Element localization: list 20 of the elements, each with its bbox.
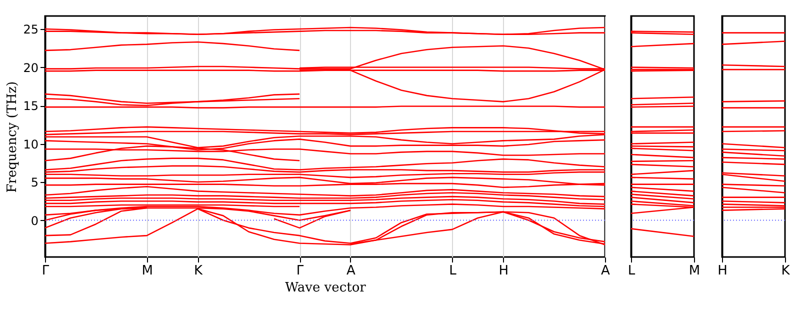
y-tick-label: 25 — [23, 22, 38, 37]
y-axis-title: Frequency (THz) — [5, 81, 20, 193]
x-tick-label: M — [688, 264, 700, 278]
x-tick-label: L — [449, 264, 458, 278]
x-tick-label: Γ — [296, 264, 304, 278]
x-tick-label: K — [781, 264, 790, 278]
y-tick-label: 5 — [30, 176, 38, 190]
x-tick-label: H — [718, 264, 728, 278]
y-tick-label: 0 — [30, 214, 38, 228]
x-tick-label: Γ — [42, 264, 50, 278]
x-tick-label: K — [194, 264, 203, 278]
x-tick-label: M — [142, 264, 153, 278]
x-axis-title: Wave vector — [285, 280, 367, 296]
y-tick-label: 15 — [23, 99, 38, 114]
x-tick-label: A — [601, 264, 610, 278]
y-tick-label: 10 — [23, 137, 38, 152]
x-tick-label: L — [628, 264, 636, 278]
y-tick-label: 20 — [23, 60, 38, 75]
x-tick-label: A — [346, 264, 356, 278]
x-tick-label: H — [498, 264, 509, 278]
